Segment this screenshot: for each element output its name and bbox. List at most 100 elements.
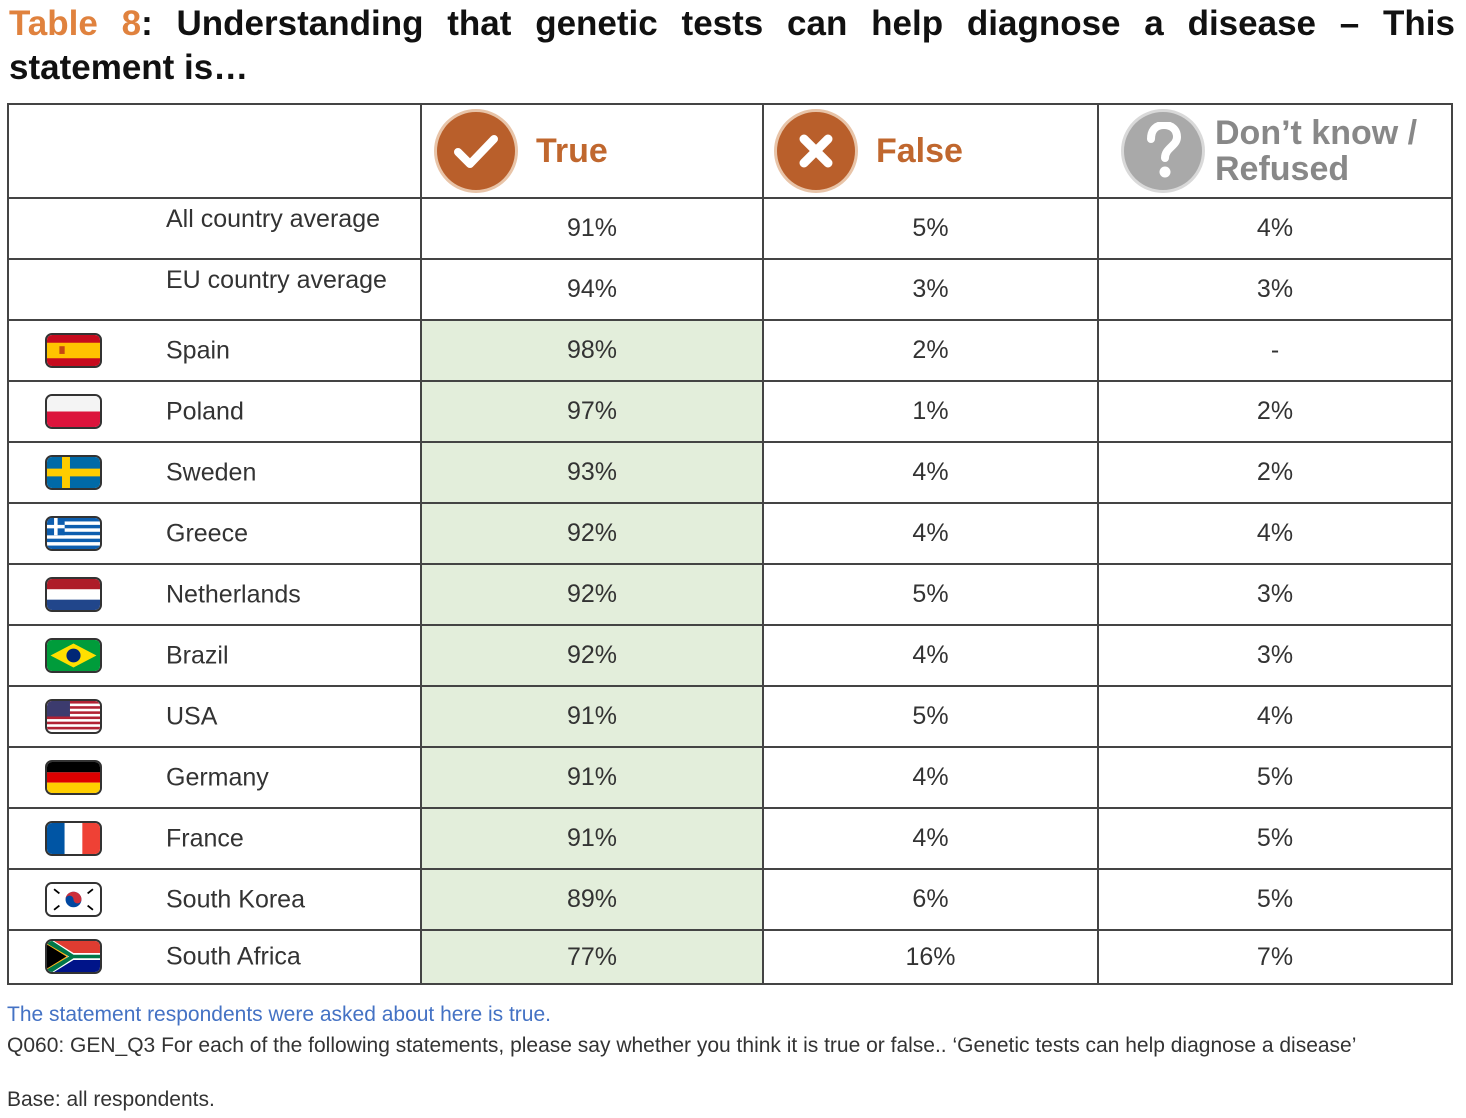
table-row: France 91% 4% 5% [7,807,1453,870]
row-label-cell: South Korea [7,868,422,931]
netherlands-flag-icon [45,576,102,612]
true-cell: 97% [420,380,764,443]
false-cell: 5% [762,563,1099,626]
table-row: Netherlands 92% 5% 3% [7,563,1453,626]
table-row: Greece 92% 4% 4% [7,502,1453,565]
row-label: USA [166,702,218,730]
row-label-cell: Brazil [7,624,422,687]
sweden-flag-icon [45,454,102,490]
header-dontknow-label: Don’t know / Refused [1215,115,1417,187]
poland-flag-icon [45,393,102,429]
south-africa-flag-icon [45,939,102,974]
dontknow-cell: 2% [1097,441,1453,504]
row-label-cell: Germany [7,746,422,809]
false-cell: 4% [762,807,1099,870]
row-label: South Korea [166,885,305,913]
header-row: True False Don’t know / Refused [7,103,1453,199]
row-label-cell: France [7,807,422,870]
row-label: Brazil [166,641,229,669]
false-cell: 2% [762,319,1099,382]
row-label: Poland [166,397,244,425]
dontknow-cell: 5% [1097,868,1453,931]
true-cell: 77% [420,929,764,985]
dontknow-cell: 3% [1097,258,1453,321]
cross-icon [774,109,858,193]
false-cell: 4% [762,502,1099,565]
table-row: Poland 97% 1% 2% [7,380,1453,443]
usa-flag-icon [45,698,102,734]
dontknow-cell: 3% [1097,563,1453,626]
true-cell: 92% [420,563,764,626]
truth-note: The statement respondents were asked abo… [7,1003,551,1026]
table-title-text: : Understanding that genetic tests can h… [9,4,1455,87]
header-false: False [762,103,1099,199]
header-true-label: True [536,132,608,170]
dontknow-cell: 5% [1097,746,1453,809]
table-row: Germany 91% 4% 5% [7,746,1453,809]
germany-flag-icon [45,759,102,795]
false-cell: 4% [762,746,1099,809]
false-cell: 1% [762,380,1099,443]
false-cell: 16% [762,929,1099,985]
false-cell: 5% [762,685,1099,748]
row-label-cell: USA [7,685,422,748]
row-label-cell: South Africa [7,929,422,985]
row-label: EU country average [166,265,387,294]
row-label: Sweden [166,458,257,486]
table-row: Sweden 93% 4% 2% [7,441,1453,504]
table-row: Spain 98% 2% - [7,319,1453,382]
base-note: Base: all respondents. [7,1088,215,1111]
table-row: EU country average 94% 3% 3% [7,258,1453,321]
table-row: South Korea 89% 6% 5% [7,868,1453,931]
spain-flag-icon [45,332,102,368]
dontknow-cell: 4% [1097,685,1453,748]
row-label-cell: Poland [7,380,422,443]
table-title: Table 8: Understanding that genetic test… [9,2,1455,90]
south-korea-flag-icon [45,881,102,917]
dontknow-cell: - [1097,319,1453,382]
row-label: All country average [166,204,381,233]
dontknow-cell: 7% [1097,929,1453,985]
false-cell: 3% [762,258,1099,321]
checkmark-icon [434,109,518,193]
false-cell: 5% [762,197,1099,260]
brazil-flag-icon [45,637,102,673]
header-empty-cell [7,103,422,199]
question-note: Q060: GEN_Q3 For each of the following s… [7,1034,1357,1057]
row-label: France [166,824,244,852]
row-label: South Africa [166,942,301,971]
false-cell: 4% [762,624,1099,687]
true-cell: 91% [420,807,764,870]
header-dontknow-line2: Refused [1215,150,1350,188]
table-row: All country average 91% 5% 4% [7,197,1453,260]
dontknow-cell: 4% [1097,197,1453,260]
false-cell: 6% [762,868,1099,931]
header-false-label: False [876,132,963,170]
row-label: Greece [166,519,248,547]
table-row: USA 91% 5% 4% [7,685,1453,748]
row-label: Spain [166,336,230,364]
true-cell: 98% [420,319,764,382]
true-cell: 93% [420,441,764,504]
header-dontknow-line1: Don’t know / [1215,114,1418,152]
row-label-cell: Spain [7,319,422,382]
true-cell: 92% [420,502,764,565]
row-label-cell: All country average [7,197,422,260]
results-table: True False Don’t know / Refused All count… [7,103,1453,985]
row-label: Netherlands [166,580,301,608]
row-label-cell: Greece [7,502,422,565]
row-label-cell: Netherlands [7,563,422,626]
question-mark-icon [1121,109,1205,193]
true-cell: 92% [420,624,764,687]
row-label: Germany [166,763,269,791]
true-cell: 91% [420,685,764,748]
dontknow-cell: 4% [1097,502,1453,565]
table-row: Brazil 92% 4% 3% [7,624,1453,687]
true-cell: 91% [420,197,764,260]
table-row: South Africa 77% 16% 7% [7,929,1453,985]
false-cell: 4% [762,441,1099,504]
header-dontknow: Don’t know / Refused [1097,103,1453,199]
dontknow-cell: 2% [1097,380,1453,443]
true-cell: 94% [420,258,764,321]
true-cell: 91% [420,746,764,809]
